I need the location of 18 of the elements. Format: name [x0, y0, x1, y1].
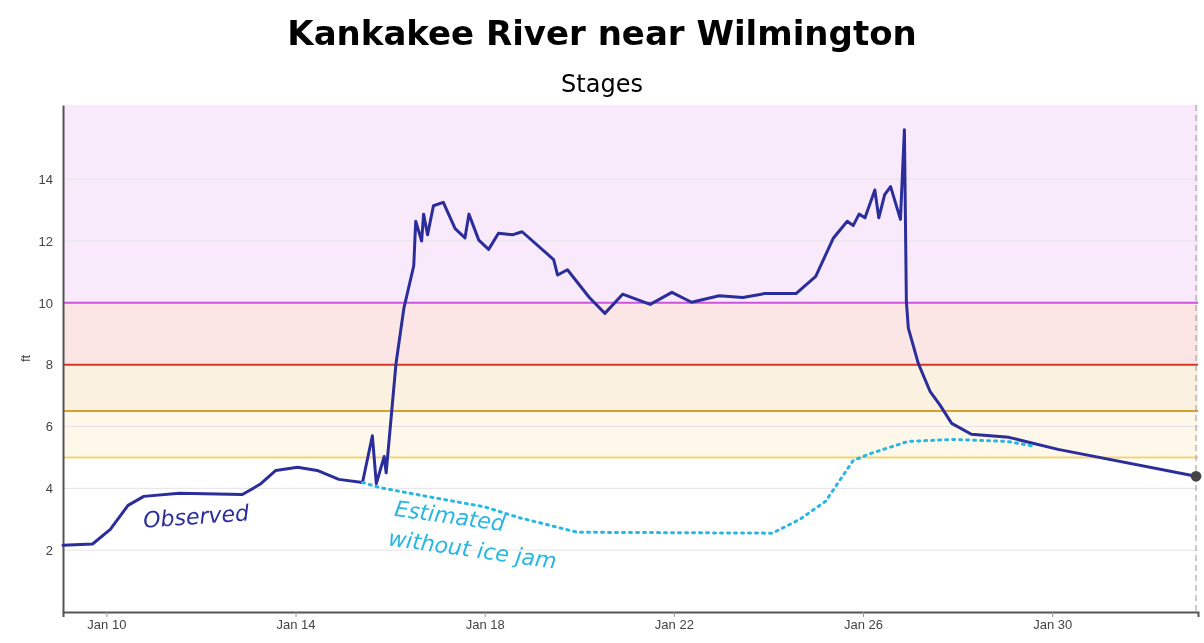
x-tick-label: Jan 22 [654, 617, 694, 633]
y-tick-label: 4 [45, 481, 53, 496]
x-tick-label: Jan 14 [276, 617, 316, 633]
annotation: Observed [142, 500, 251, 533]
chart-title: Kankakee River near Wilmington [287, 13, 917, 53]
y-tick-label: 6 [45, 419, 53, 435]
y-tick-label: 2 [45, 542, 53, 558]
y-tick-label: 12 [38, 233, 53, 249]
annotation: Estimated without ice jam [386, 495, 559, 574]
x-tick-label: Jan 18 [465, 617, 505, 633]
y-axis-title: ft [18, 354, 33, 363]
y-tick-label: 10 [38, 295, 53, 311]
x-tick-label: Jan 26 [843, 617, 884, 633]
x-tick-label: Jan 10 [87, 617, 127, 633]
y-tick-label: 8 [45, 357, 53, 373]
y-tick-label: 14 [38, 171, 53, 187]
x-tick-label: Jan 30 [1033, 617, 1073, 633]
chart-subtitle: Stages [561, 70, 643, 98]
